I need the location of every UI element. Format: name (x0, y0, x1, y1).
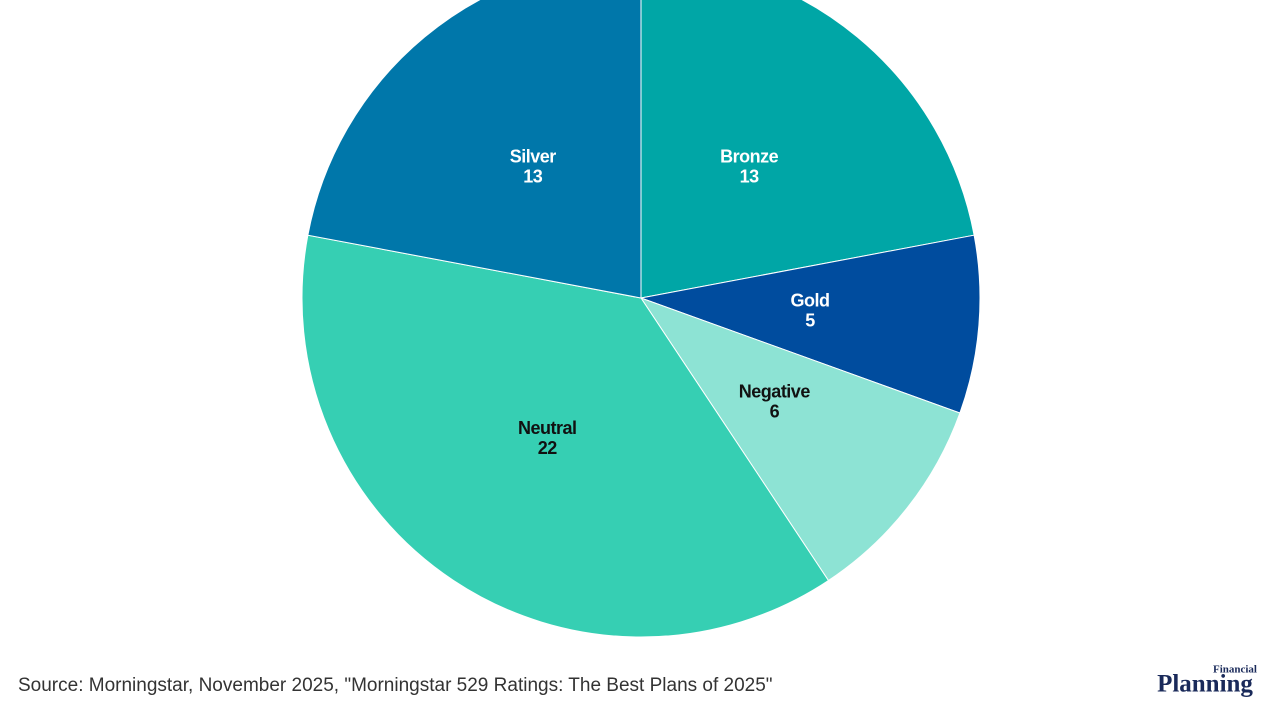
source-note: Source: Morningstar, November 2025, "Mor… (18, 675, 773, 696)
pie-slice (639, 297, 961, 582)
pie-slice (301, 234, 830, 638)
pie-slice (639, 234, 981, 414)
slice-value: 13 (523, 166, 543, 186)
slice-label: Bronze (720, 146, 778, 166)
slice-label: Negative (739, 381, 811, 401)
slice-label: Neutral (518, 418, 577, 438)
logo-main: Planning (1157, 671, 1253, 698)
slice-value: 6 (770, 401, 780, 421)
slice-value: 22 (538, 438, 558, 458)
slice-value: 13 (740, 166, 760, 186)
pie-slice (640, 0, 975, 299)
logo-top: Financial (1213, 664, 1257, 676)
slice-value: 5 (805, 310, 815, 330)
pie-slice (307, 0, 642, 299)
slice-label: Silver (510, 146, 557, 166)
slice-label: Gold (790, 290, 829, 310)
